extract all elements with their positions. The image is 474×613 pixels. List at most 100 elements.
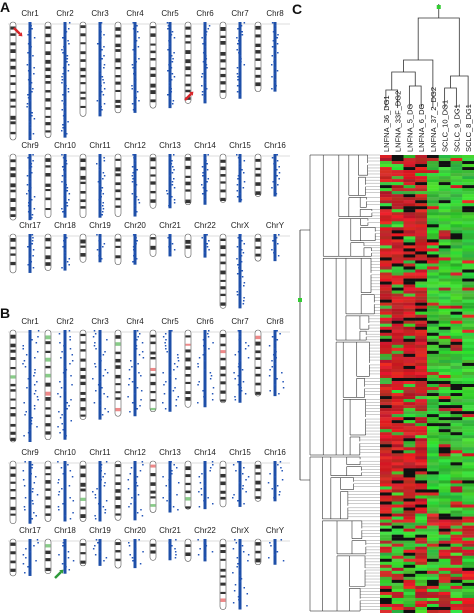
heatmap-cell xyxy=(450,420,463,424)
heatmap-cell xyxy=(380,350,392,355)
heatmap-cell xyxy=(462,408,474,412)
copy-number-points xyxy=(68,199,70,201)
heatmap-cell xyxy=(427,462,439,466)
heatmap-cell xyxy=(391,380,404,385)
copy-number-points xyxy=(27,566,29,568)
ideogram-band xyxy=(150,473,156,477)
ideogram-band xyxy=(45,115,51,118)
heatmap-cell xyxy=(380,477,392,481)
heatmap-cell xyxy=(380,486,392,490)
heatmap-cell xyxy=(462,332,474,336)
copy-number-points xyxy=(132,261,134,263)
heatmap-cell xyxy=(391,254,404,258)
ideogram-band xyxy=(150,90,156,95)
copy-number-points xyxy=(135,40,138,42)
heatmap-cell xyxy=(427,429,439,433)
heatmap-cell xyxy=(403,257,416,261)
copy-number-points xyxy=(135,79,137,81)
copy-number-points xyxy=(276,175,278,177)
heatmap-cell xyxy=(403,362,416,367)
copy-number-points xyxy=(206,181,208,183)
heatmap-cell xyxy=(380,299,392,303)
heatmap-cell xyxy=(380,248,392,252)
chromosome-label: Chr10 xyxy=(54,141,76,150)
heatmap-cell xyxy=(391,582,404,587)
heatmap-cell xyxy=(427,359,439,364)
heatmap-cell xyxy=(380,194,392,198)
heatmap-cell xyxy=(450,338,463,343)
copy-number-points xyxy=(58,411,60,413)
heatmap-cell xyxy=(427,206,439,210)
copy-number-points xyxy=(242,187,245,189)
heatmap-cell xyxy=(403,188,416,192)
copy-number-points xyxy=(236,566,238,568)
copy-number-points xyxy=(173,363,176,365)
copy-number-points xyxy=(131,85,133,87)
copy-number-points xyxy=(29,85,31,87)
copy-number-points xyxy=(63,214,66,216)
copy-number-points xyxy=(268,345,271,347)
heatmap-cell xyxy=(403,516,416,520)
copy-number-points xyxy=(237,237,239,239)
heatmap-cell xyxy=(391,257,404,261)
copy-number-points xyxy=(204,70,207,72)
heatmap-cell xyxy=(462,462,474,466)
heatmap-cell xyxy=(450,242,463,246)
heatmap-cell xyxy=(462,167,474,171)
ideogram-band xyxy=(185,335,191,338)
heatmap-cell xyxy=(462,504,474,508)
heatmap-cell xyxy=(438,444,451,448)
heatmap-cell xyxy=(438,185,451,189)
copy-number-points xyxy=(173,187,176,189)
heatmap-cell xyxy=(391,579,404,584)
copy-number-points xyxy=(69,348,72,350)
heatmap-cell xyxy=(403,423,416,427)
copy-number-points xyxy=(106,396,109,398)
copy-number-points xyxy=(27,34,29,36)
copy-number-points xyxy=(33,393,36,395)
copy-number-points xyxy=(140,509,142,511)
copy-number-points xyxy=(62,473,65,475)
heatmap-cell xyxy=(462,558,474,562)
chromosome-label: Chr22 xyxy=(194,526,216,535)
copy-number-points xyxy=(232,497,234,499)
heatmap-cell xyxy=(438,525,451,529)
heatmap-cell xyxy=(380,221,392,225)
copy-number-points xyxy=(236,294,239,296)
heatmap-cell xyxy=(415,272,428,276)
heatmap-cell xyxy=(391,480,404,484)
arrow-head xyxy=(189,91,194,96)
heatmap-cell xyxy=(427,606,439,611)
copy-number-points xyxy=(131,103,134,105)
copy-number-points xyxy=(167,237,169,239)
copy-number-points xyxy=(33,67,35,69)
copy-number-points xyxy=(242,473,244,475)
heatmap-cell xyxy=(450,305,463,309)
heatmap-cell xyxy=(438,483,451,487)
heatmap-cell xyxy=(450,362,463,367)
heatmap-cell xyxy=(415,263,428,267)
copy-number-points xyxy=(99,52,102,54)
heatmap-cell xyxy=(438,179,451,183)
heatmap-cell xyxy=(427,405,439,409)
heatmap-cell xyxy=(427,317,439,321)
ideogram-band xyxy=(185,34,191,38)
copy-number-points xyxy=(127,488,130,490)
chromosome-label: ChrY xyxy=(266,221,285,230)
heatmap-cell xyxy=(391,212,404,216)
heatmap-cell xyxy=(391,239,404,243)
ideogram-band xyxy=(150,237,156,240)
copy-number-points xyxy=(28,333,31,335)
ideogram-band xyxy=(220,81,226,85)
heatmap-cell xyxy=(380,245,392,249)
ideogram-band xyxy=(10,98,16,102)
heatmap-cell xyxy=(403,359,416,364)
heatmap-cell xyxy=(380,332,392,336)
copy-number-points xyxy=(99,405,101,407)
heatmap-cell xyxy=(391,269,404,273)
copy-number-points xyxy=(37,542,39,544)
heatmap-cell xyxy=(462,411,474,415)
copy-number-points xyxy=(134,160,137,162)
heatmap-cell xyxy=(427,377,439,382)
heatmap-cell xyxy=(403,492,416,496)
